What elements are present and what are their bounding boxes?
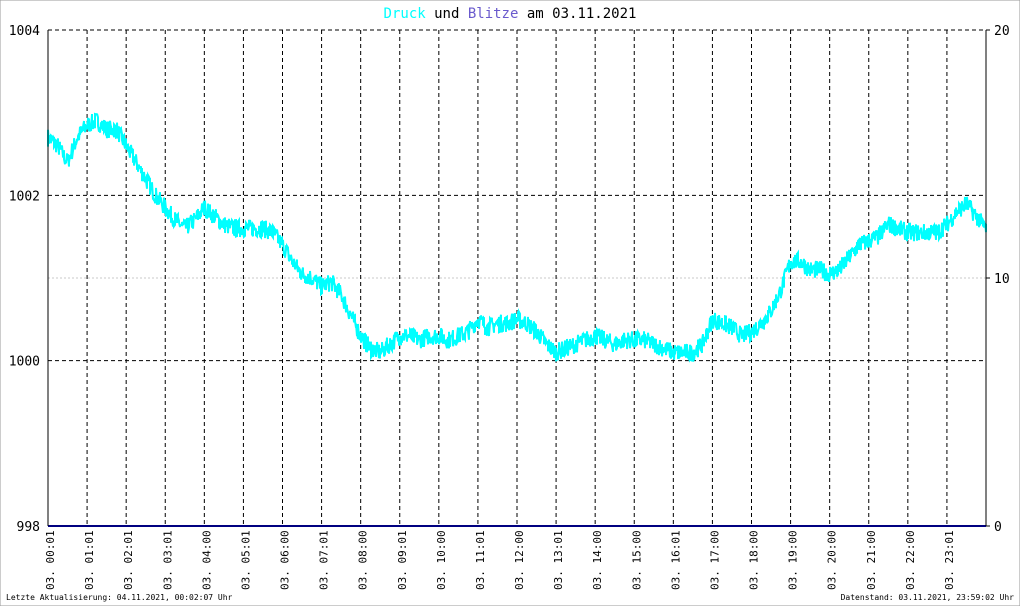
x-tick-label: 03. 16:01 [669,530,682,590]
y-left-tick-label: 1002 [9,189,40,204]
x-tick-label: 03. 00:01 [44,530,57,590]
x-tick-label: 03. 04:00 [200,530,213,590]
x-tick-label: 03. 17:00 [708,530,721,590]
y-left-tick-label: 1000 [9,355,40,370]
x-tick-label: 03. 23:01 [943,530,956,590]
x-tick-label: 03. 21:00 [865,530,878,590]
series-group [47,112,987,527]
title-date: 03.11.2021 [552,6,636,22]
x-tick-label: 03. 22:00 [904,530,917,590]
title-und: und [434,6,468,22]
x-tick-label: 03. 06:00 [279,530,292,590]
x-tick-label: 03. 19:00 [787,530,800,590]
x-tick-label: 03. 10:00 [435,530,448,590]
x-tick-label: 03. 07:01 [318,530,331,590]
x-tick-label: 03. 03:01 [161,530,174,590]
y-right-tick-label: 10 [994,272,1010,287]
x-tick-label: 03. 12:00 [513,530,526,590]
title-druck: Druck [384,6,435,22]
chart-title: Druck und Blitze am 03.11.2021 [384,6,637,22]
axes: 998 1000 1002 1004 0 10 20 03. 00:01 03. 01:01 03… [9,24,1010,590]
data-status-text: Datenstand: 03.11.2021, 23:59:02 Uhr [840,593,1014,602]
x-tick-label: 03. 05:01 [239,530,252,590]
y-left-tick-label: 998 [17,520,40,535]
grid [48,29,986,526]
x-tick-label: 03. 02:01 [122,530,135,590]
x-tick-label: 03. 08:00 [357,530,370,590]
x-tick-label: 03. 01:01 [83,530,96,590]
x-tick-label: 03. 20:00 [826,530,839,590]
y-right-tick-label: 0 [994,520,1002,535]
last-update-text: Letzte Aktualisierung: 04.11.2021, 00:02… [6,593,233,602]
pressure-line [47,112,987,363]
x-tick-label: 03. 11:01 [474,530,487,590]
y-right-tick-label: 20 [994,24,1010,39]
x-tick-label: 03. 13:01 [552,530,565,590]
x-tick-label: 03. 09:01 [396,530,409,590]
title-blitze: Blitze [468,6,527,22]
x-tick-label: 03. 15:00 [630,530,643,590]
x-tick-label: 03. 14:00 [591,530,604,590]
y-left-tick-label: 1004 [9,24,40,39]
title-am: am [527,6,552,22]
x-tick-label: 03. 18:00 [748,530,761,590]
